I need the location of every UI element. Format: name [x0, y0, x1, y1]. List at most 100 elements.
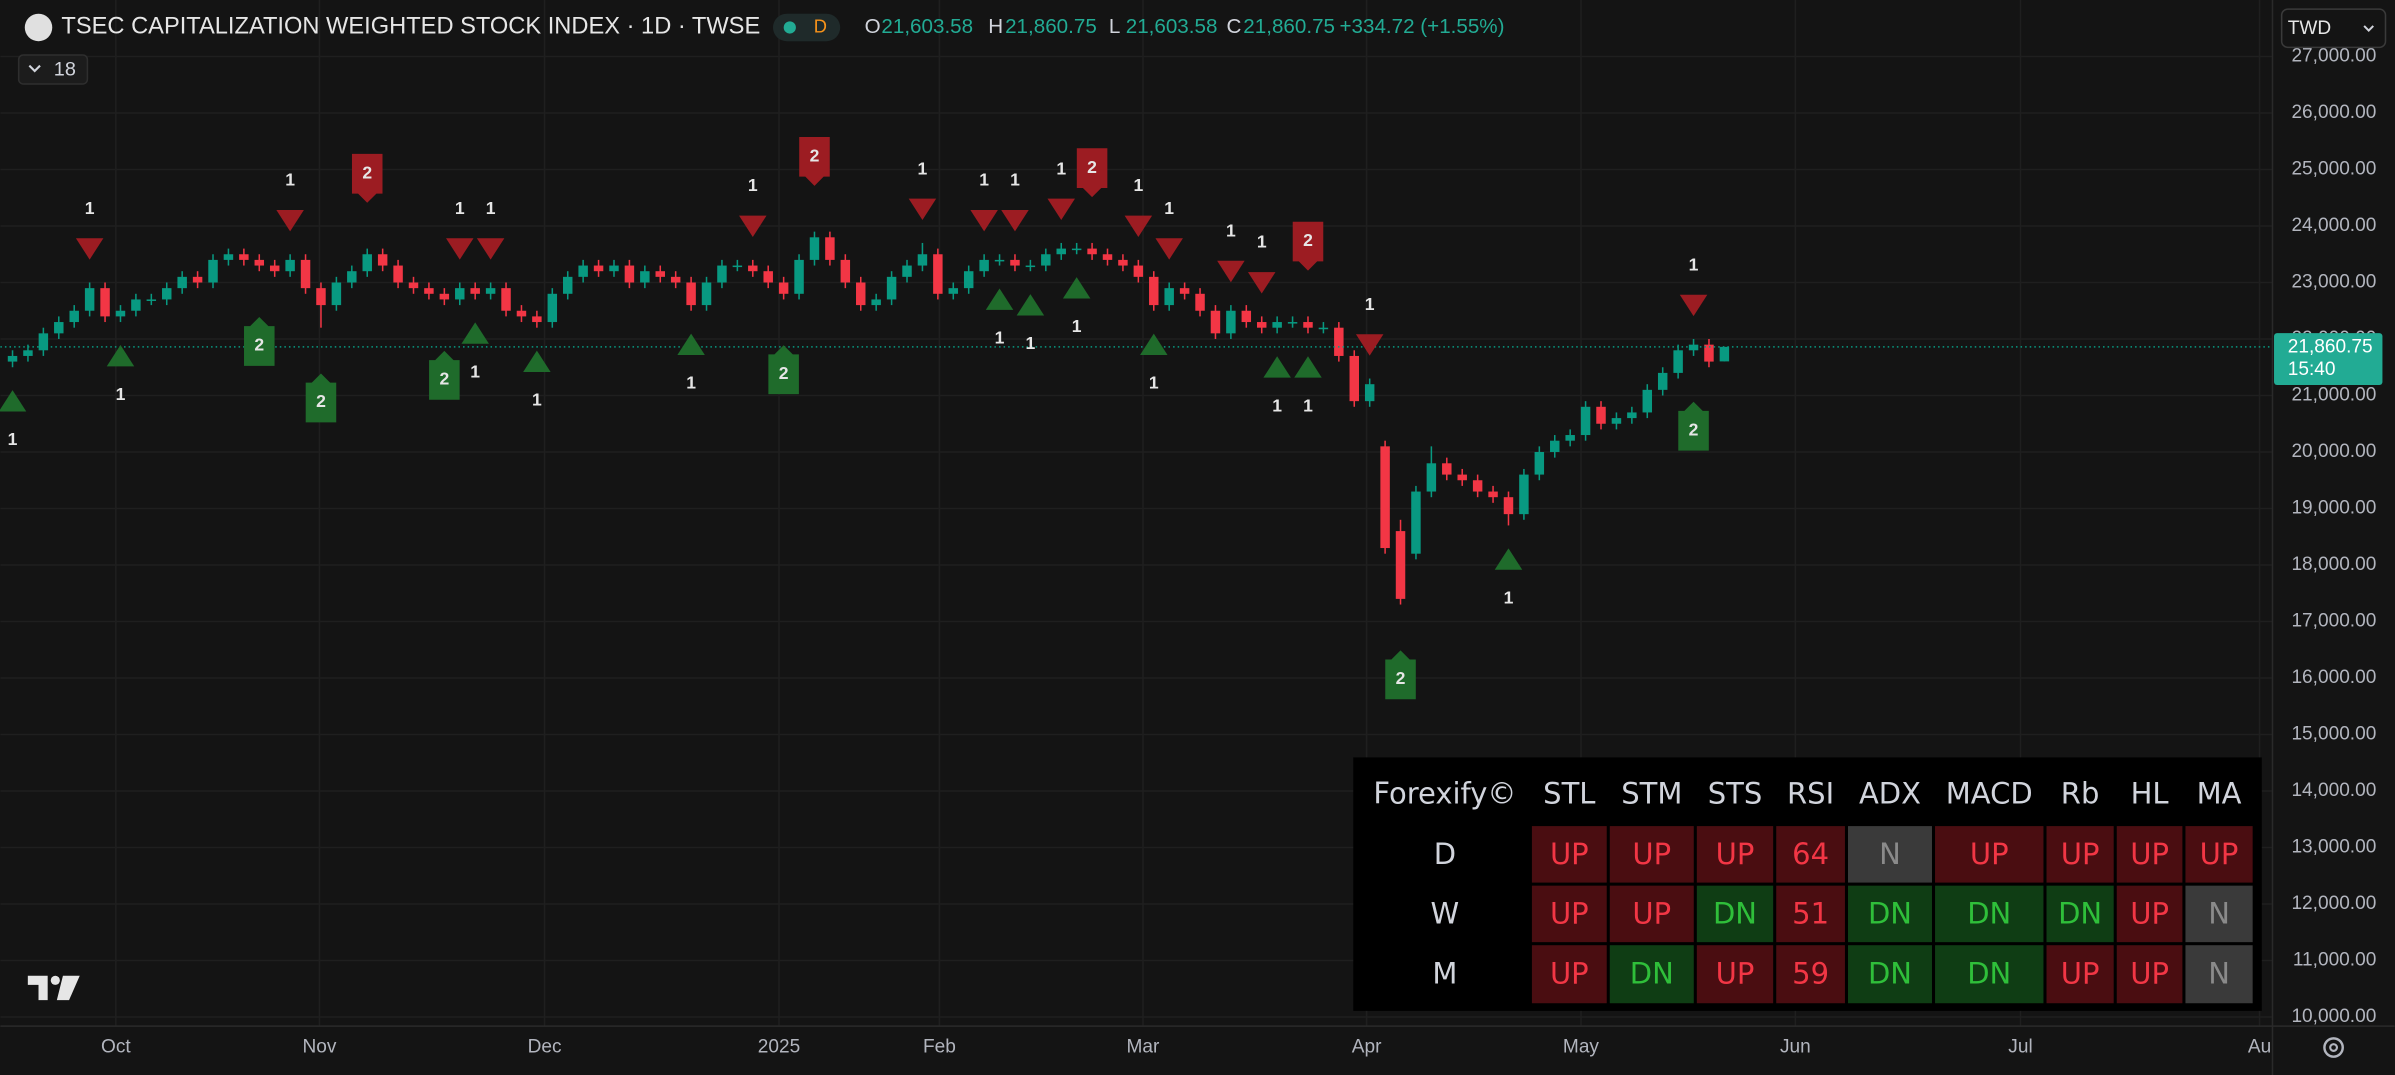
- signal-triangle: [106, 344, 135, 367]
- candle-body: [1133, 265, 1144, 277]
- candle-body: [717, 265, 727, 283]
- plot: 1 1 1 2 1 2 2 2 1 1 1 1 1 1 2 2 1 1 1 1 1 1 1 2 1 1 1 1 1 1 2 1 1 2 1 1 2: [0, 136, 2273, 700]
- symbol-icon[interactable]: [24, 13, 53, 42]
- candle-body: [501, 288, 511, 311]
- currency-button[interactable]: [2280, 8, 2387, 49]
- candle-body: [115, 310, 126, 317]
- cell-text: 51: [1792, 896, 1829, 930]
- candle-body: [1472, 480, 1483, 492]
- table-cell: [2046, 945, 2114, 1004]
- table-header: ADX: [1859, 777, 1921, 811]
- candle-body: [917, 254, 928, 266]
- signal-flag: [429, 350, 460, 400]
- candle-body: [1411, 491, 1421, 554]
- table-cell: [1847, 945, 1932, 1004]
- x-tick-label: Jun: [1780, 1037, 1811, 1058]
- change: +334.72 (+1.55%): [1340, 15, 1505, 38]
- signal-label: 1: [116, 384, 126, 404]
- cell-text: 59: [1792, 957, 1829, 991]
- y-tick-label: 19,000.00: [2291, 498, 2376, 519]
- candle-body: [1704, 344, 1714, 362]
- signal-flag: [1292, 221, 1324, 271]
- table-header: STS: [1708, 777, 1763, 811]
- tradingview-logo[interactable]: [27, 975, 80, 1001]
- candle-body: [1118, 259, 1128, 266]
- signal-label: 1: [1072, 316, 1082, 336]
- table-cell: [2116, 885, 2183, 943]
- table-cell: [1776, 826, 1845, 883]
- last-price-label: 21,860.75: [2288, 337, 2373, 358]
- candle-body: [470, 288, 480, 294]
- status-badge[interactable]: [772, 13, 841, 42]
- candle-body: [1719, 346, 1730, 362]
- candle-body: [1534, 451, 1545, 475]
- candle-body: [300, 259, 311, 289]
- signal-triangle: [523, 350, 551, 372]
- candle-body: [1102, 254, 1113, 260]
- candle-body: [362, 254, 372, 272]
- candle-body: [23, 350, 33, 356]
- ohlc-value: 21,603.58: [881, 15, 973, 38]
- table-cell: [1609, 885, 1694, 943]
- cell-text: N: [2208, 896, 2230, 930]
- x-tick-label: 2025: [758, 1037, 800, 1058]
- indicator-toggle[interactable]: [17, 54, 89, 85]
- chart-title[interactable]: TSEC CAPITALIZATION WEIGHTED STOCK INDEX…: [61, 14, 760, 40]
- candle-body: [1272, 322, 1282, 328]
- candle-body: [1287, 322, 1298, 324]
- candle-body: [1519, 474, 1529, 515]
- signal-triangle: [1247, 272, 1276, 294]
- ohlc-value: 21,860.75: [1005, 15, 1097, 38]
- ohlc-key: H: [988, 15, 1003, 38]
- candle-body: [547, 293, 558, 323]
- candle-body: [1164, 288, 1174, 306]
- ohlc-key: L: [1109, 15, 1120, 38]
- candle-body: [732, 265, 743, 268]
- signal-label: 1: [85, 198, 95, 218]
- table-cell: [1935, 885, 2044, 943]
- candle-body: [100, 288, 110, 317]
- cell-text: UP: [1550, 837, 1589, 871]
- signal-triangle: [476, 238, 505, 260]
- candle-body: [269, 265, 280, 272]
- signal-label: 1: [1026, 333, 1036, 353]
- candle-body: [1426, 463, 1437, 492]
- signal-label: 2: [439, 369, 449, 389]
- last-price-tag: [2274, 333, 2383, 386]
- cell-text: UP: [1550, 957, 1589, 991]
- candle-body: [38, 333, 49, 351]
- signal-triangle: [677, 333, 705, 356]
- signal-label: 1: [8, 429, 18, 449]
- signal-label: 1: [1257, 232, 1267, 252]
- candle-body: [902, 265, 912, 277]
- cell-text: DN: [1967, 896, 2011, 930]
- cell-text: UP: [2200, 837, 2239, 871]
- signal-label: 2: [1689, 419, 1699, 439]
- table-cell: [1776, 945, 1845, 1004]
- signal-label: 1: [995, 327, 1005, 347]
- signal-triangle: [1016, 294, 1045, 316]
- table-header: STM: [1621, 777, 1682, 811]
- signal-label: 2: [1303, 230, 1313, 250]
- table-cell: [1847, 826, 1932, 883]
- candle-body: [655, 271, 665, 277]
- signal-label: 2: [1087, 157, 1097, 177]
- table-cell: [1696, 826, 1774, 883]
- currency: TWD: [2288, 18, 2331, 39]
- cell-text: UP: [1632, 896, 1671, 930]
- table-cell: [2116, 945, 2183, 1004]
- candle-body: [69, 310, 79, 323]
- ohlc-key: C: [1227, 15, 1242, 38]
- settings-icon[interactable]: [2323, 1037, 2344, 1058]
- table-cell: [1609, 945, 1694, 1004]
- signal-label: 1: [1226, 220, 1236, 240]
- signal-label: 1: [1133, 175, 1143, 195]
- signal-label: 2: [362, 162, 372, 182]
- indicator-count: 18: [54, 58, 76, 80]
- signal-label: 1: [1504, 587, 1514, 607]
- candle-body: [177, 276, 187, 289]
- candle-body: [455, 288, 465, 300]
- table-cell: [1935, 945, 2044, 1004]
- candle-body: [1380, 446, 1390, 549]
- cell-text: 64: [1792, 837, 1829, 871]
